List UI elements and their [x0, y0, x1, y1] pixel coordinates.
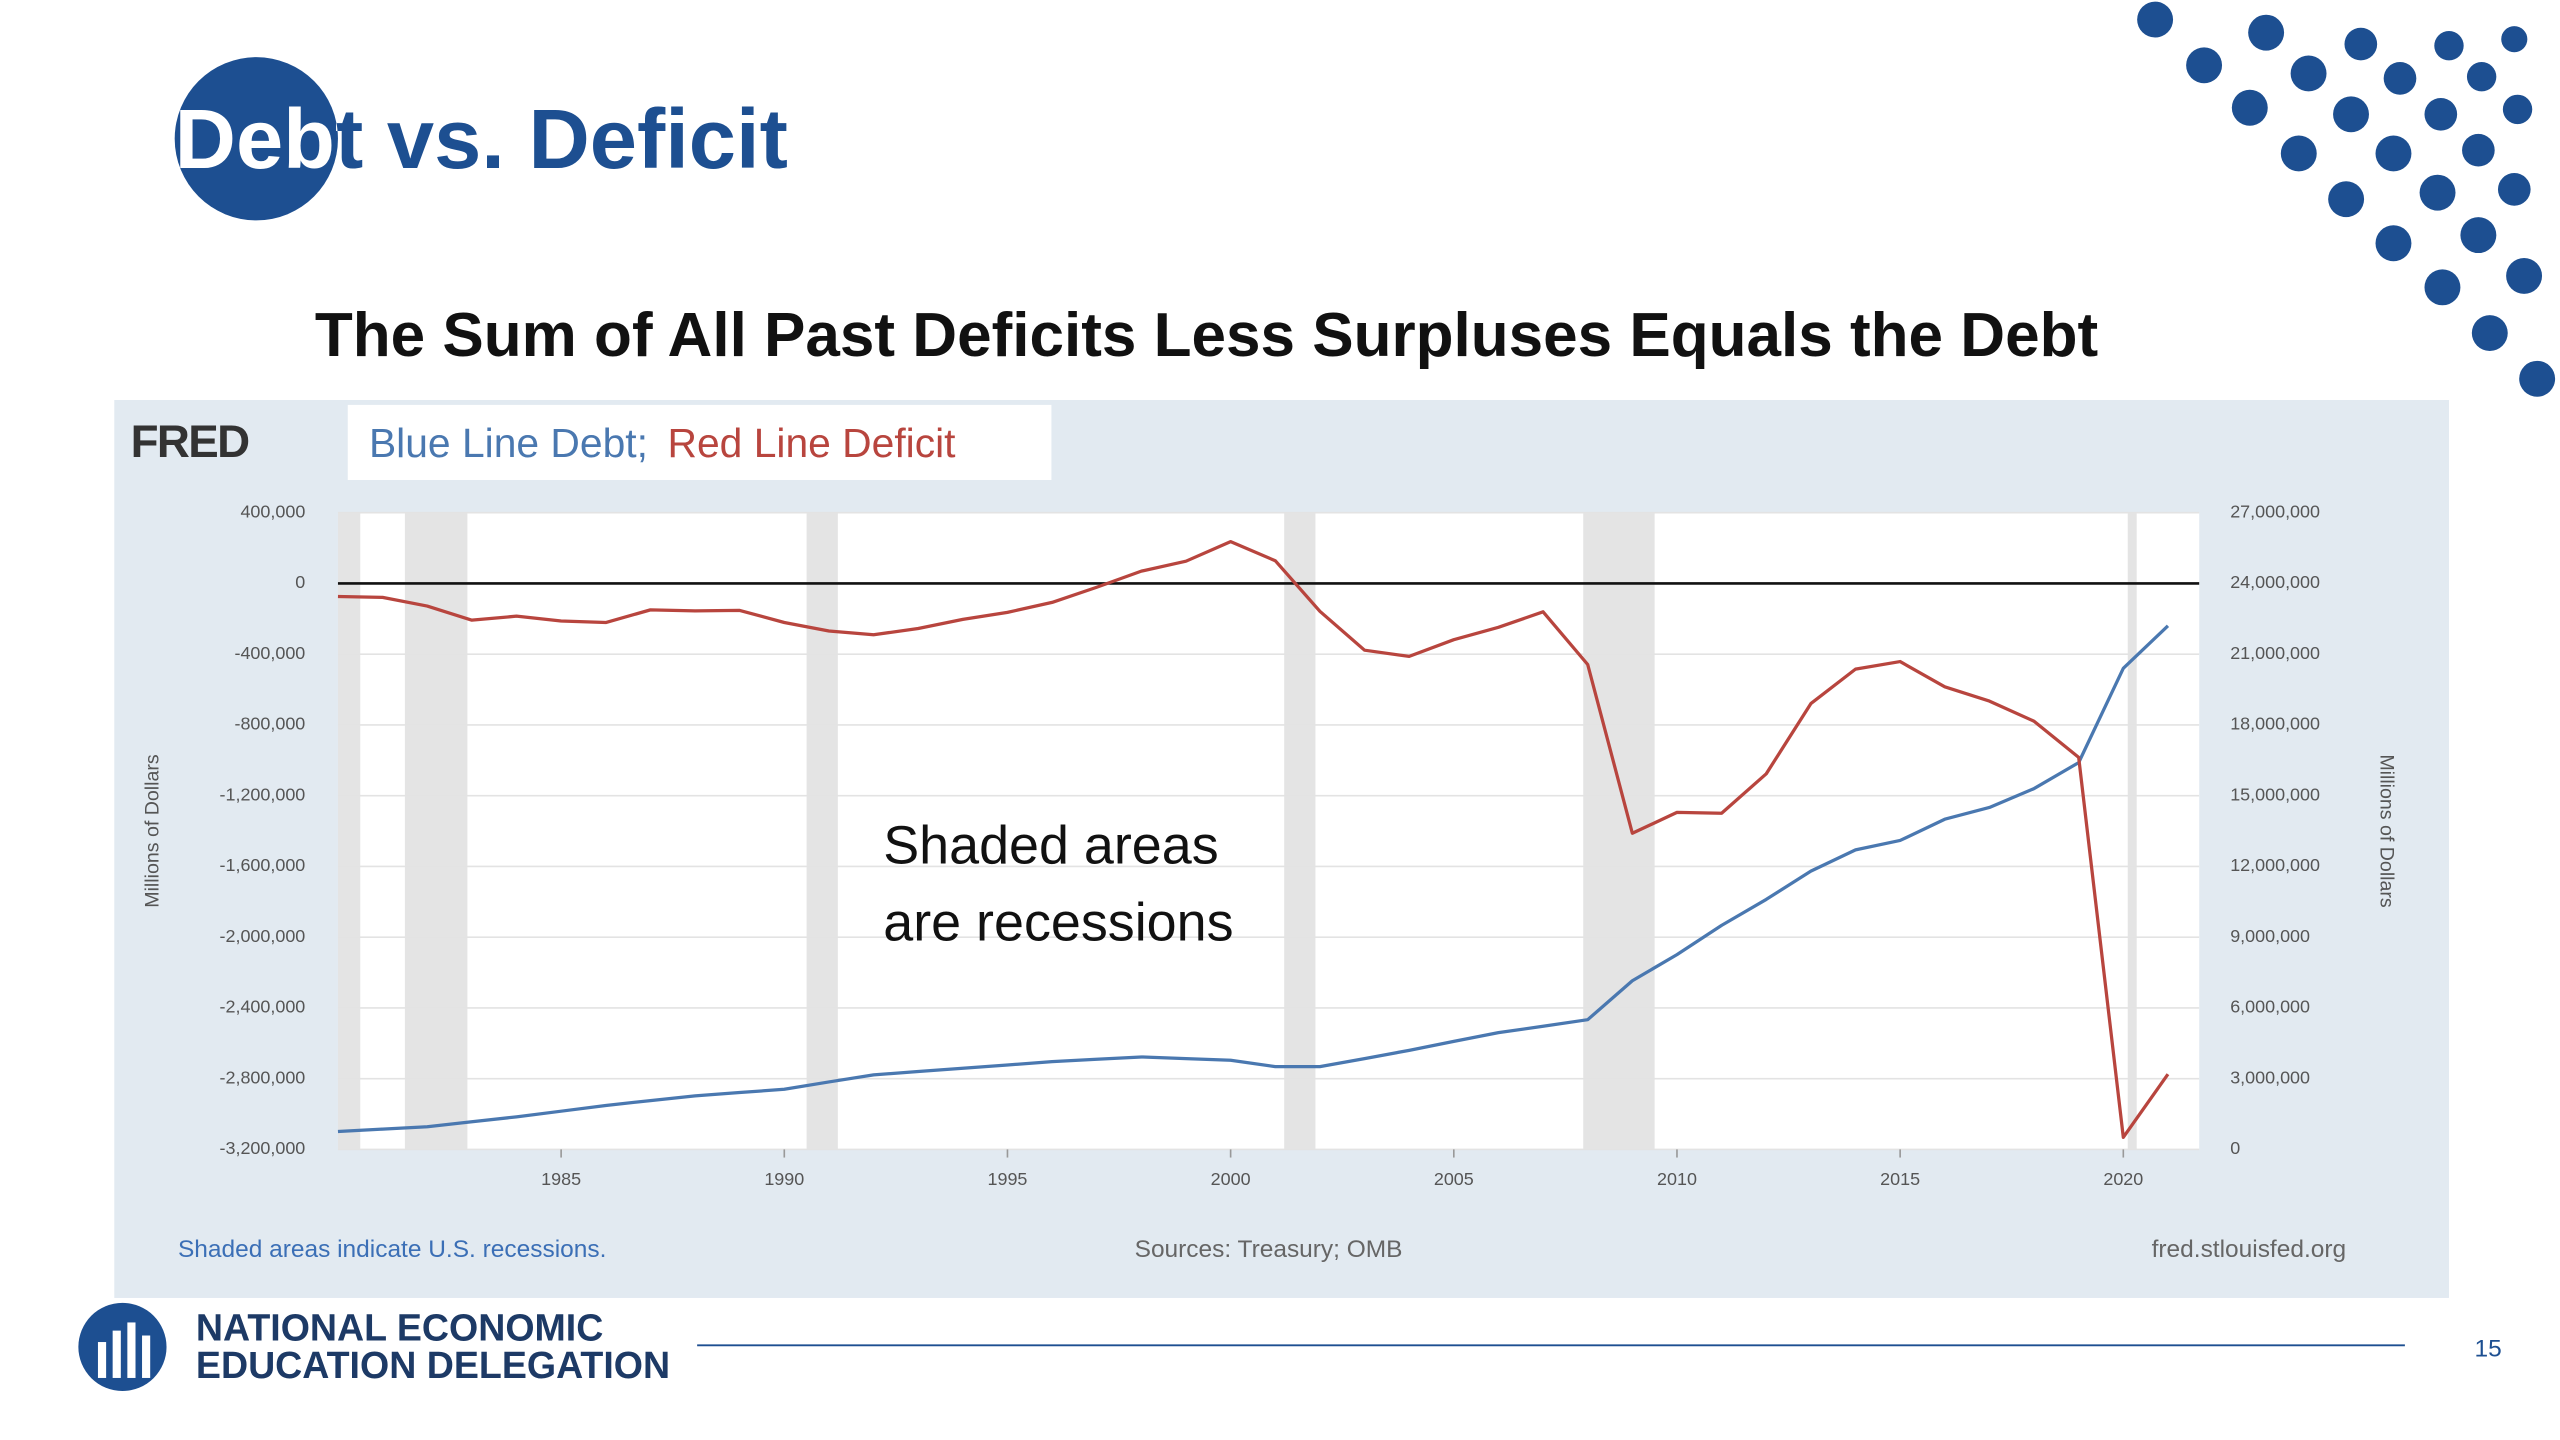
y2-tick-label: 27,000,000 — [2230, 501, 2320, 521]
recession-band — [1583, 512, 1655, 1150]
y-tick-label: -2,800,000 — [220, 1067, 306, 1087]
org-name: EDUCATION DELEGATION — [196, 1344, 670, 1386]
series-line — [337, 539, 2170, 1139]
plot-area — [337, 512, 2200, 1150]
y-axis-label: Millions of Dollars — [141, 754, 163, 908]
fred-logo: FRED — [131, 416, 250, 467]
series-line — [337, 624, 2170, 1134]
x-tick-label: 1985 — [541, 1169, 581, 1189]
y-tick-label: -3,200,000 — [220, 1138, 306, 1158]
x-tick-label: 2020 — [2103, 1169, 2143, 1189]
x-tick-label: 2000 — [1211, 1169, 1251, 1189]
recession-band — [337, 512, 361, 1150]
title-circle — [174, 57, 338, 221]
y2-axis-label: Millions of Dollars — [2375, 754, 2397, 908]
y2-tick-label: 6,000,000 — [2230, 997, 2310, 1017]
x-tick-label: 2005 — [1434, 1169, 1474, 1189]
y-tick-label: -2,000,000 — [220, 926, 306, 946]
recession-band — [1284, 512, 1316, 1150]
legend-entry: Blue Line Debt; — [369, 420, 648, 466]
y-tick-label: 0 — [295, 572, 305, 592]
subtitle: The Sum of All Past Deficits Less Surplu… — [315, 301, 2098, 370]
recession-band — [806, 512, 838, 1150]
page-number: 15 — [2475, 1336, 2502, 1363]
y-tick-label: 400,000 — [240, 501, 305, 521]
y2-tick-label: 0 — [2230, 1138, 2240, 1158]
annotation: Shaded areas — [883, 816, 1218, 876]
y2-tick-label: 3,000,000 — [2230, 1067, 2310, 1087]
org-logo — [78, 1302, 167, 1392]
title-overlay: Debt vs. Deficit — [175, 91, 788, 186]
y-tick-label: -1,200,000 — [220, 784, 306, 804]
y-tick-label: -400,000 — [234, 643, 305, 663]
y2-tick-label: 12,000,000 — [2230, 855, 2320, 875]
x-tick-label: 2010 — [1657, 1169, 1697, 1189]
y-tick-label: -2,400,000 — [220, 997, 306, 1017]
annotation: are recessions — [883, 892, 1233, 952]
decor-dots — [2137, 1, 2556, 397]
y-tick-label: -1,600,000 — [220, 855, 306, 875]
org-name: NATIONAL ECONOMIC — [196, 1306, 603, 1348]
footer-center: Sources: Treasury; OMB — [1135, 1236, 1403, 1263]
y2-tick-label: 15,000,000 — [2230, 784, 2320, 804]
legend-entry: Red Line Deficit — [668, 420, 957, 466]
x-tick-label: 1995 — [988, 1169, 1028, 1189]
legend-box — [347, 404, 1052, 480]
y2-tick-label: 9,000,000 — [2230, 926, 2310, 946]
y-tick-label: -800,000 — [234, 714, 305, 734]
plot: 400,000 0 -400,000 -800,000 -1,200,000 -1,600… — [141, 501, 2397, 1189]
y2-tick-label: 18,000,000 — [2230, 714, 2320, 734]
y2-tick-label: 24,000,000 — [2230, 572, 2320, 592]
y2-tick-label: 21,000,000 — [2230, 643, 2320, 663]
title: Debt vs. Deficit — [175, 91, 788, 186]
x-tick-label: 1990 — [764, 1169, 804, 1189]
recession-band — [404, 512, 468, 1150]
footer-left: Shaded areas indicate U.S. recessions. — [178, 1236, 606, 1263]
recession-band — [2127, 512, 2137, 1150]
x-tick-label: 2015 — [1880, 1169, 1920, 1189]
footer-right: fred.stlouisfed.org — [2152, 1236, 2347, 1263]
